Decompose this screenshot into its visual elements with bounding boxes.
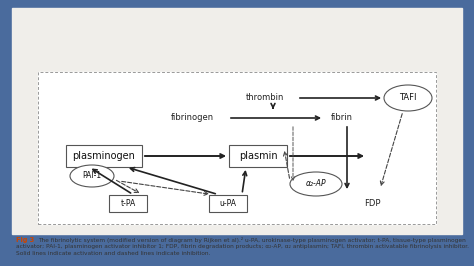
Text: plasmin: plasmin (239, 151, 277, 161)
Text: The fibrinolytic system (modified version of diagram by Rijken et al).² u-PA, ur: The fibrinolytic system (modified versio… (38, 237, 466, 243)
Text: Fig 3: Fig 3 (16, 237, 34, 243)
Ellipse shape (384, 85, 432, 111)
Text: PAI-1: PAI-1 (82, 172, 101, 181)
Text: fibrinogen: fibrinogen (171, 114, 214, 123)
Text: plasminogen: plasminogen (73, 151, 136, 161)
Ellipse shape (290, 172, 342, 196)
Bar (38, 72, 436, 224)
Text: activator; PAI-1, plasminogen activator inhibitor 1; FDP, fibrin degradation pro: activator; PAI-1, plasminogen activator … (16, 244, 469, 249)
FancyBboxPatch shape (229, 145, 287, 167)
FancyBboxPatch shape (66, 145, 142, 167)
Text: TAFI: TAFI (399, 94, 417, 102)
Ellipse shape (70, 165, 114, 187)
Text: α₂-AP: α₂-AP (306, 180, 326, 189)
Text: fibrin: fibrin (331, 114, 353, 123)
Text: thrombin: thrombin (246, 94, 284, 102)
Text: u-PA: u-PA (219, 198, 237, 207)
FancyBboxPatch shape (209, 194, 247, 211)
Text: t-PA: t-PA (120, 198, 136, 207)
Text: FDP: FDP (364, 200, 380, 209)
Text: Solid lines indicate activation and dashed lines indicate inhibition.: Solid lines indicate activation and dash… (16, 251, 210, 256)
Bar (12, 8, 462, 234)
Bar (38, 72, 436, 224)
FancyBboxPatch shape (109, 194, 147, 211)
